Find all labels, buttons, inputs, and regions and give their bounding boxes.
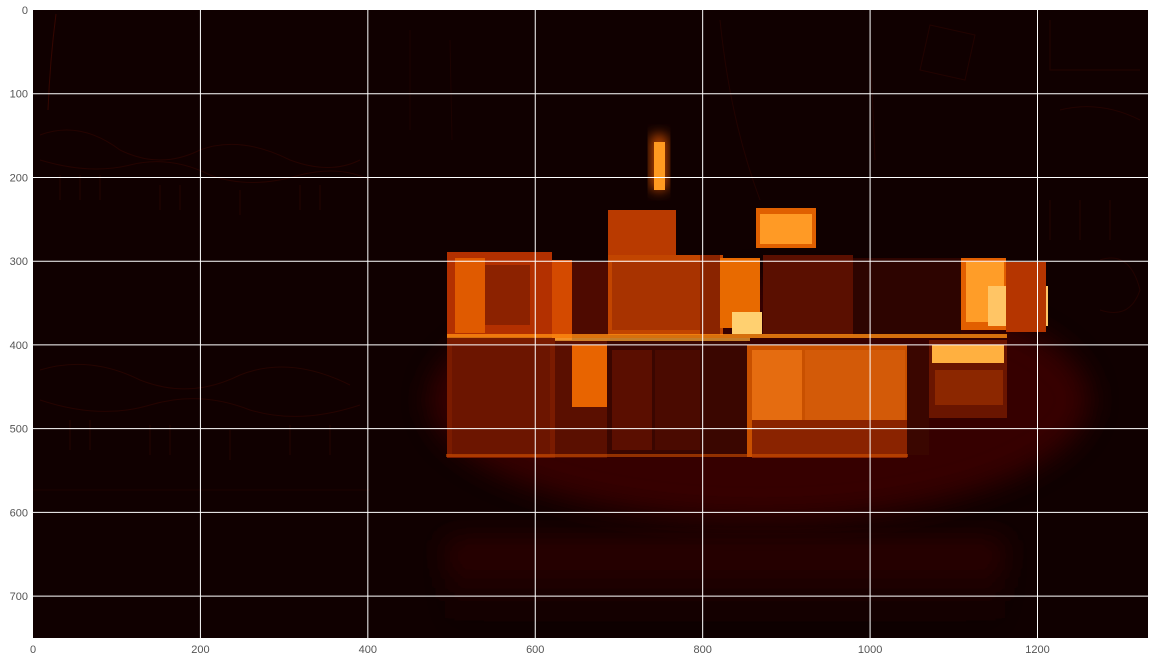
boxes-lower-row: [447, 338, 1007, 458]
x-tick-label: 200: [191, 644, 209, 656]
y-tick-label: 300: [10, 256, 28, 268]
x-tick-label: 400: [359, 644, 377, 656]
left-edge-textures: [33, 13, 453, 491]
right-edge-textures: [719, 19, 1141, 313]
y-tick-label: 100: [10, 89, 28, 101]
y-tick-label: 600: [10, 507, 28, 519]
y-tick-label: 500: [10, 424, 28, 436]
bright-highlights: [446, 334, 1007, 457]
y-axis: 0 100 200 300 400 500 600 700: [10, 5, 28, 603]
grid-lines: [33, 10, 1148, 638]
x-tick-label: 0: [30, 644, 36, 656]
y-tick-label: 200: [10, 172, 28, 184]
x-tick-label: 1000: [858, 644, 882, 656]
x-tick-label: 800: [693, 644, 711, 656]
x-tick-label: 1200: [1025, 644, 1049, 656]
y-tick-label: 400: [10, 340, 28, 352]
heatmap-image: [33, 13, 1141, 638]
x-tick-label: 600: [526, 644, 544, 656]
image-plot-area: [33, 10, 1148, 638]
boxes-upper-row: [447, 208, 1048, 340]
x-axis: 0 200 400 600 800 1000 1200: [30, 644, 1050, 656]
y-tick-label: 0: [22, 5, 28, 17]
y-tick-label: 700: [10, 591, 28, 603]
